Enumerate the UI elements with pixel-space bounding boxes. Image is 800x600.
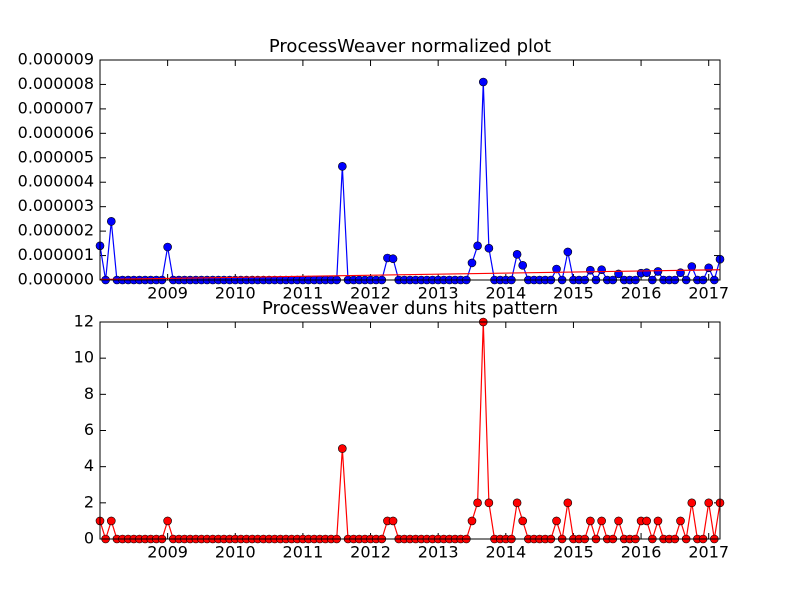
x-tick-label: 2013 xyxy=(418,543,459,562)
plot-frame xyxy=(99,59,721,281)
point xyxy=(653,516,663,526)
series-line xyxy=(99,321,721,542)
y-tick-label: 0.000000 xyxy=(18,270,94,289)
y-tick-label: 0.000009 xyxy=(18,50,94,69)
point xyxy=(614,516,623,526)
point xyxy=(676,516,685,526)
y-tick-label: 0.000001 xyxy=(18,245,94,264)
y-tick-label: 2 xyxy=(84,492,94,511)
x-tick-label: 2017 xyxy=(688,543,729,562)
x-tick-label: 2014 xyxy=(485,284,526,303)
point xyxy=(484,243,494,253)
point xyxy=(163,242,172,252)
point xyxy=(106,217,116,226)
x-tick-label: 2013 xyxy=(418,284,459,303)
y-tick-label: 0.000007 xyxy=(18,98,94,117)
point xyxy=(518,516,528,526)
point xyxy=(388,516,398,526)
x-tick-label: 2009 xyxy=(147,543,188,562)
point xyxy=(586,516,595,526)
plot-frame xyxy=(99,321,721,540)
x-tick-label: 2016 xyxy=(621,284,662,303)
point xyxy=(473,241,482,251)
x-tick-label: 2014 xyxy=(485,543,526,562)
y-tick-label: 0 xyxy=(84,529,94,548)
x-tick-label: 2009 xyxy=(147,284,188,303)
point xyxy=(467,258,477,268)
x-tick-label: 2015 xyxy=(553,284,594,303)
point xyxy=(597,265,606,275)
x-tick-label: 2012 xyxy=(350,284,391,303)
point xyxy=(106,516,116,526)
x-tick-label: 2012 xyxy=(350,543,391,562)
x-tick-label: 2016 xyxy=(621,543,662,562)
series-line xyxy=(99,81,721,282)
point xyxy=(473,498,482,508)
point xyxy=(478,77,488,87)
y-tick-label: 0.000008 xyxy=(18,74,94,93)
point xyxy=(563,498,573,508)
x-tick-label: 2011 xyxy=(283,543,324,562)
point xyxy=(563,247,573,257)
point xyxy=(388,254,398,264)
y-tick-label: 0.000002 xyxy=(18,221,94,240)
point xyxy=(512,498,522,508)
point xyxy=(338,162,347,171)
point xyxy=(687,262,697,271)
x-tick-label: 2017 xyxy=(688,284,729,303)
point xyxy=(597,516,606,526)
point xyxy=(552,264,561,274)
chart-title: ProcessWeaver duns hits pattern xyxy=(262,298,558,319)
x-tick-label: 2010 xyxy=(215,284,256,303)
x-tick-label: 2015 xyxy=(553,543,594,562)
y-tick-label: 6 xyxy=(84,420,94,439)
point xyxy=(338,444,347,453)
point xyxy=(512,250,522,259)
y-tick-label: 8 xyxy=(84,384,94,403)
point xyxy=(467,516,477,526)
point xyxy=(484,498,494,508)
y-tick-label: 0.000003 xyxy=(18,196,94,215)
point xyxy=(653,267,663,276)
point xyxy=(586,265,595,275)
x-tick-label: 2011 xyxy=(283,284,324,303)
point xyxy=(687,498,697,508)
chart-title: ProcessWeaver normalized plot xyxy=(269,36,551,57)
y-tick-label: 0.000006 xyxy=(18,123,94,142)
y-tick-label: 0.000005 xyxy=(18,147,94,166)
y-tick-label: 12 xyxy=(74,312,94,331)
y-tick-label: 4 xyxy=(84,456,94,475)
point xyxy=(552,516,561,526)
point xyxy=(642,268,651,277)
x-tick-label: 2010 xyxy=(215,543,256,562)
series-line xyxy=(99,269,721,281)
point xyxy=(642,516,651,526)
point xyxy=(518,261,528,270)
point xyxy=(704,263,714,273)
y-tick-label: 0.000004 xyxy=(18,172,94,191)
point xyxy=(704,498,714,508)
point xyxy=(163,516,172,526)
y-tick-label: 10 xyxy=(74,348,94,367)
